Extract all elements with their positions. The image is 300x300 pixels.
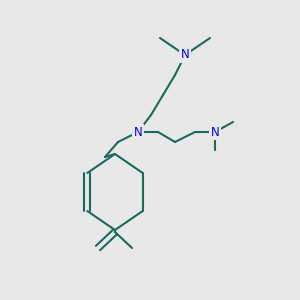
Text: N: N (181, 49, 189, 62)
Text: N: N (211, 125, 219, 139)
Text: N: N (134, 125, 142, 139)
